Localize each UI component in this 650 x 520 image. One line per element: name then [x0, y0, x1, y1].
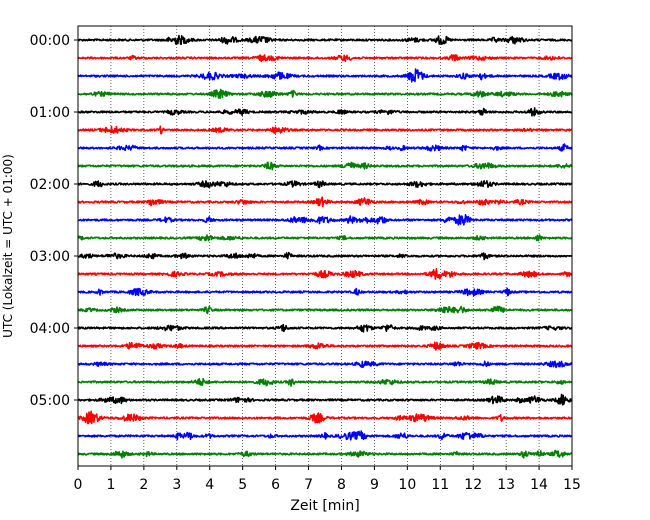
- seismic-trace: [77, 161, 573, 171]
- seismic-trace: [77, 377, 573, 387]
- seismic-trace: [77, 323, 573, 333]
- y-tick-label: 05:00: [30, 393, 70, 409]
- x-tick-label: 2: [139, 477, 148, 493]
- seismic-trace: [77, 305, 573, 315]
- x-tick-label: 7: [304, 477, 313, 493]
- x-axis-label: Zeit [min]: [290, 498, 359, 514]
- x-tick-label: 1: [106, 477, 115, 493]
- seismic-trace: [77, 449, 573, 459]
- y-tick-label: 04:00: [30, 321, 70, 337]
- seismic-trace: [77, 107, 573, 117]
- x-tick-label: 13: [497, 477, 515, 493]
- seismic-trace: [77, 360, 573, 369]
- seismic-trace: [77, 125, 573, 135]
- x-tick-label: 8: [337, 477, 346, 493]
- x-tick-label: 4: [205, 477, 214, 493]
- y-tick-label: 03:00: [30, 249, 70, 265]
- x-tick-label: 12: [464, 477, 482, 493]
- x-tick-label: 5: [238, 477, 247, 493]
- x-tick-label: 10: [398, 477, 416, 493]
- seismic-trace: [77, 430, 573, 441]
- seismic-trace: [77, 287, 573, 297]
- x-tick-label: 3: [172, 477, 181, 493]
- y-tick-label: 00:00: [30, 33, 70, 49]
- seismic-trace: [77, 88, 573, 99]
- seismic-trace: [77, 234, 573, 242]
- x-tick-label: 0: [74, 477, 83, 493]
- x-axis-ticks: 0 1 2 3 4 5 6 7 8 9 10 11 12 13 14 15: [74, 466, 581, 493]
- trace-group: [77, 34, 573, 459]
- plot-frame: [77, 25, 573, 467]
- x-tick-label: 6: [271, 477, 280, 493]
- x-tick-label: 14: [530, 477, 548, 493]
- seismic-trace: [77, 34, 573, 46]
- x-tick-label: 15: [563, 477, 581, 493]
- y-tick-label: 01:00: [30, 105, 70, 121]
- seismic-trace: [77, 214, 573, 226]
- seismic-trace: [77, 180, 573, 189]
- seismic-trace: [77, 268, 573, 281]
- grid-lines: [110, 26, 540, 466]
- y-axis-label: UTC (Lokalzeit = UTC + 01:00): [1, 154, 15, 338]
- seismic-trace: [77, 251, 573, 261]
- seismic-trace: [77, 54, 573, 63]
- seismic-trace: [77, 68, 573, 83]
- y-axis-ticks: 00:00 01:00 02:00 03:00 04:00 05:00: [30, 33, 78, 409]
- seismic-trace: [77, 393, 573, 406]
- x-tick-label: 11: [431, 477, 449, 493]
- y-tick-label: 02:00: [30, 177, 70, 193]
- seismic-trace: [77, 143, 573, 152]
- seismic-trace: [77, 196, 573, 208]
- x-tick-label: 9: [370, 477, 379, 493]
- seismic-trace: [77, 341, 573, 351]
- seismic-trace: [77, 410, 573, 425]
